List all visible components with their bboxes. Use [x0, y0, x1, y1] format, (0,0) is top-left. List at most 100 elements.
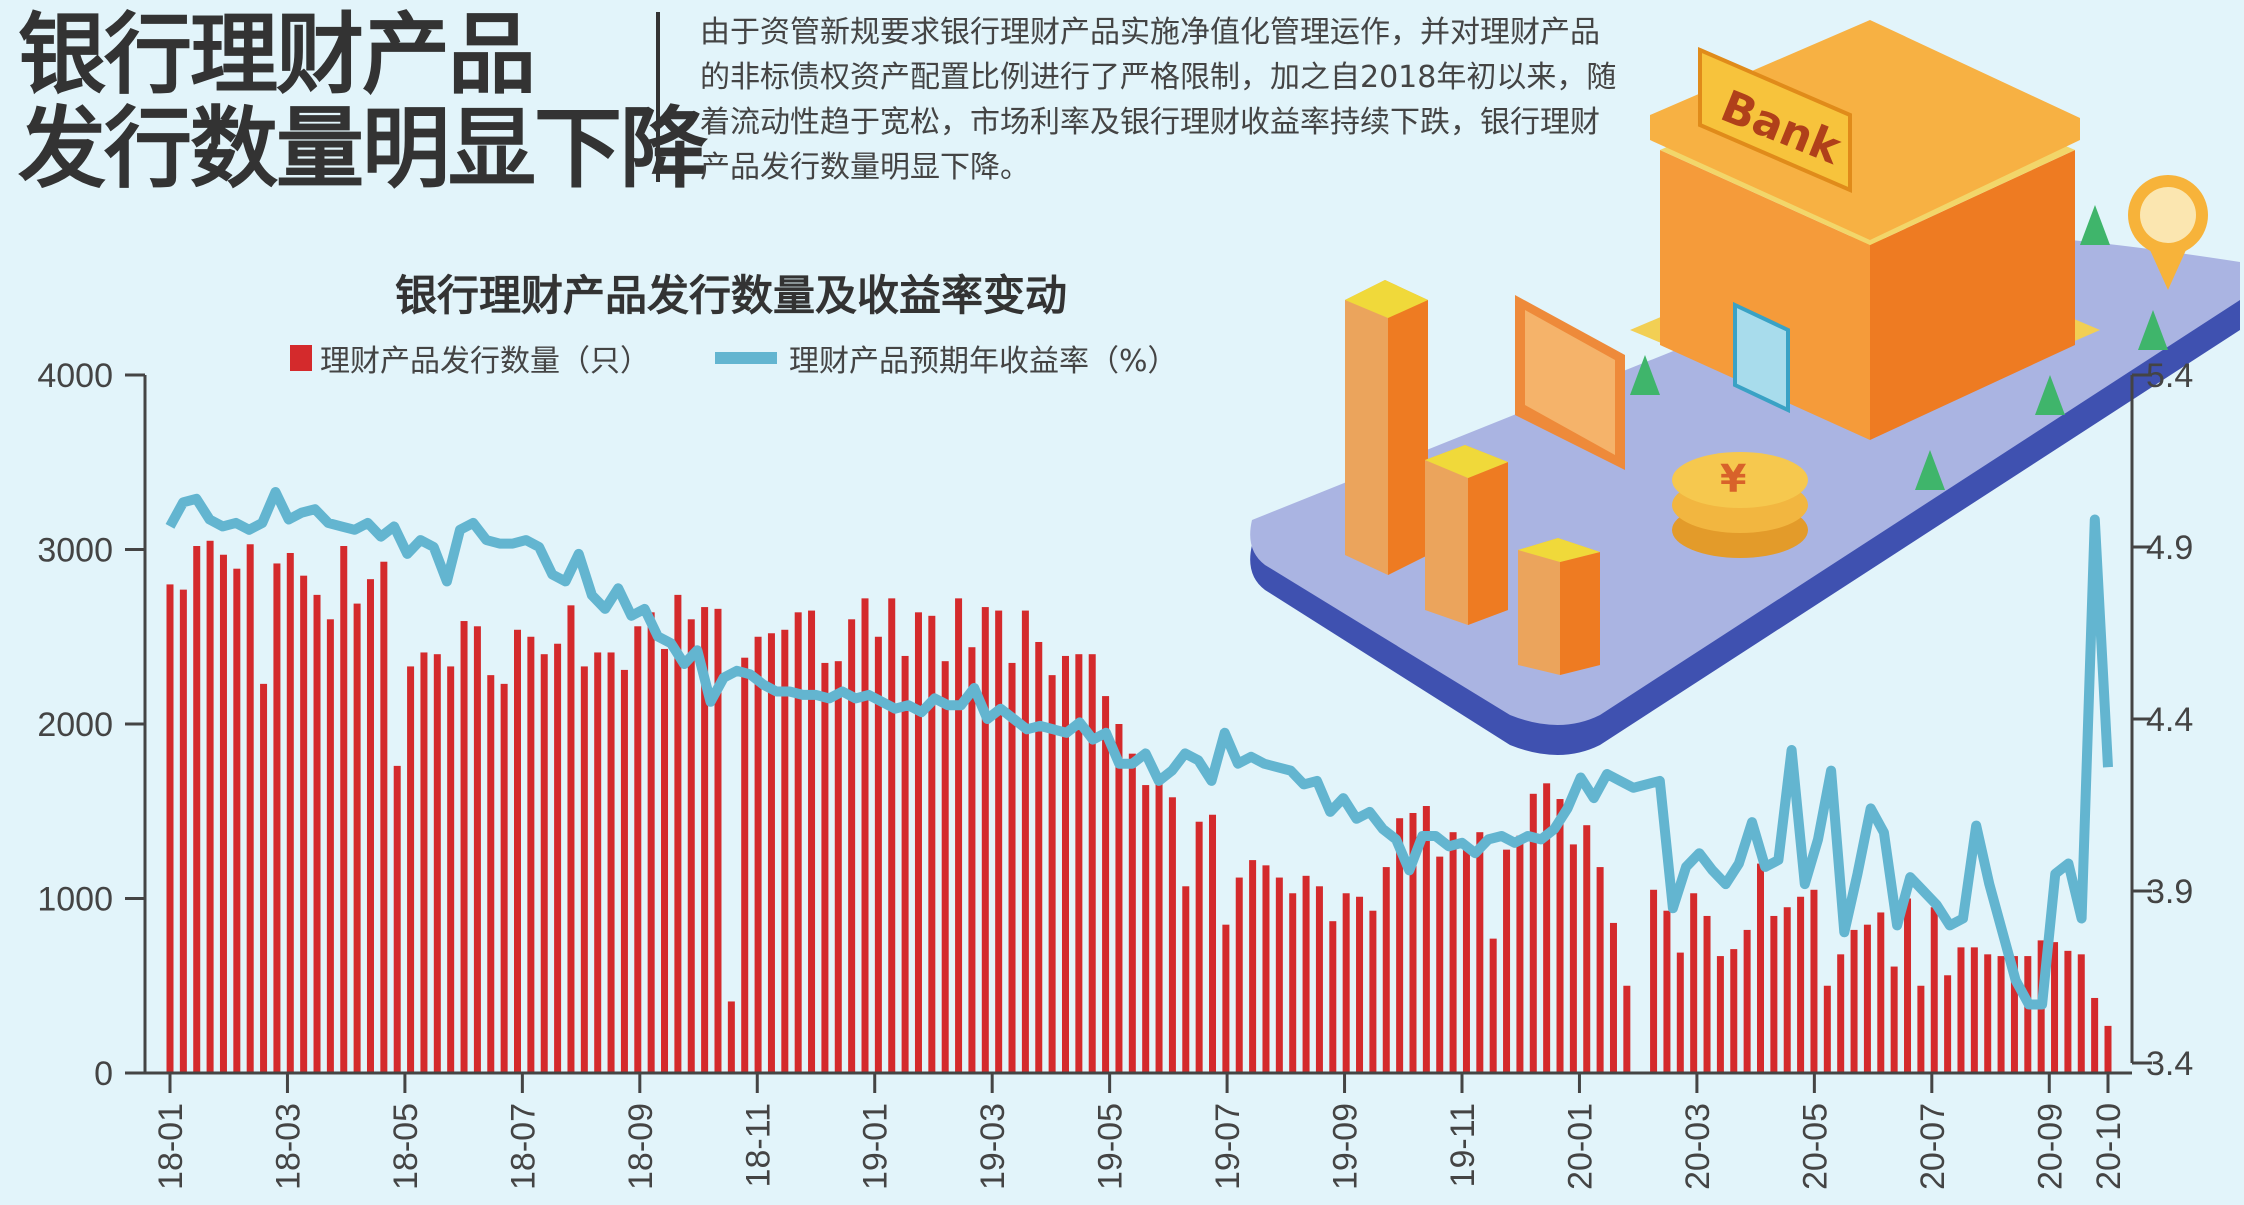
bar: [1342, 893, 1350, 1073]
bar: [353, 603, 361, 1073]
bar: [955, 598, 963, 1073]
x-tick-label: 19-07: [1209, 1103, 1247, 1190]
x-tick-label: 19-05: [1092, 1103, 1130, 1190]
y-left-tick-label: 4000: [37, 357, 113, 395]
bar: [2091, 997, 2099, 1073]
bar: [1489, 938, 1497, 1073]
bar: [1449, 832, 1457, 1073]
bar: [420, 652, 428, 1073]
bar: [754, 636, 762, 1073]
bar: [661, 648, 669, 1073]
bar: [874, 636, 882, 1073]
bar: [914, 612, 922, 1073]
bar: [1730, 949, 1738, 1073]
bar: [968, 647, 976, 1073]
bar: [1209, 814, 1217, 1073]
bar: [1021, 610, 1029, 1073]
bar: [514, 629, 522, 1073]
bar: [1556, 799, 1564, 1073]
bar: [1997, 956, 2005, 1073]
bar: [1155, 783, 1163, 1073]
bank-building-icon: Bank: [1630, 20, 2100, 440]
bar: [941, 661, 949, 1073]
bar: [1703, 915, 1711, 1073]
bar: [1409, 812, 1417, 1073]
bar: [1289, 893, 1297, 1073]
bar: [1369, 910, 1377, 1073]
x-tick-label: 18-09: [622, 1103, 660, 1190]
bar: [380, 561, 388, 1073]
bar: [1970, 947, 1978, 1073]
bar: [1596, 867, 1604, 1073]
bar: [219, 554, 227, 1073]
bar: [313, 594, 321, 1073]
bar: [1783, 907, 1791, 1073]
y-left-tick-label: 1000: [37, 881, 113, 919]
bar: [340, 546, 348, 1073]
bar: [1048, 675, 1056, 1073]
bar: [1944, 975, 1952, 1073]
location-pin-icon: [2128, 175, 2208, 290]
bar: [326, 619, 334, 1073]
bar: [1609, 922, 1617, 1073]
y-right-tick-label: 3.9: [2146, 873, 2193, 911]
bar: [179, 589, 187, 1073]
headline-line1: 银行理财产品: [18, 3, 536, 106]
bar: [2064, 950, 2072, 1073]
bar: [1503, 849, 1511, 1073]
bar: [647, 612, 655, 1073]
bar: [1356, 896, 1364, 1073]
bar: [794, 612, 802, 1073]
bar: [687, 619, 695, 1073]
legend-swatch-line: [715, 352, 777, 364]
bar: [1863, 924, 1871, 1073]
y-right-tick-label: 4.9: [2146, 529, 2193, 567]
bar: [1850, 929, 1858, 1073]
bar: [1462, 844, 1470, 1073]
bar: [554, 643, 562, 1073]
bar: [928, 615, 936, 1073]
x-tick-label: 20-01: [1561, 1103, 1599, 1190]
bar: [1115, 724, 1123, 1073]
bar: [1650, 889, 1658, 1073]
x-tick-label: 20-07: [1914, 1103, 1952, 1190]
bar: [1716, 956, 1724, 1073]
x-tick-label: 19-03: [974, 1103, 1012, 1190]
bar: [781, 629, 789, 1073]
bar: [1436, 856, 1444, 1073]
yield-line: [165, 487, 2113, 1010]
bar: [1917, 985, 1925, 1073]
tree-icons: [1630, 205, 2168, 490]
bar: [1583, 825, 1591, 1073]
bar: [888, 598, 896, 1073]
bar: [473, 626, 481, 1073]
bar: [901, 655, 909, 1073]
bar: [1810, 889, 1818, 1073]
y-right-tick-label: 4.4: [2146, 701, 2193, 739]
svg-text:¥: ¥: [1720, 457, 1746, 501]
bar: [607, 652, 615, 1073]
bar: [193, 546, 201, 1073]
x-tick-label: 18-03: [269, 1103, 307, 1190]
bar: [1249, 860, 1257, 1073]
declining-chart-board-icon: [1515, 295, 1625, 470]
bar: [1770, 915, 1778, 1073]
headline: 银行理财产品 发行数量明显下降: [18, 3, 708, 196]
bar: [1302, 875, 1310, 1073]
bar: [1235, 877, 1243, 1073]
bar: [460, 621, 468, 1073]
bar: [2077, 954, 2085, 1073]
bar: [540, 654, 548, 1073]
bar: [1262, 865, 1270, 1073]
bar: [2104, 1025, 2112, 1073]
bar: [1476, 832, 1484, 1073]
intro-paragraph: 由于资管新规要求银行理财产品实施净值化管理运作，并对理财产品的非标债权资产配置比…: [700, 15, 1617, 185]
bar: [1743, 929, 1751, 1073]
bar: [1396, 818, 1404, 1073]
bar: [1569, 844, 1577, 1073]
bar: [1529, 793, 1537, 1073]
bar: [246, 544, 254, 1073]
coin-stack-icon: ¥: [1672, 452, 1808, 558]
y-left-tick-label: 0: [94, 1055, 113, 1093]
